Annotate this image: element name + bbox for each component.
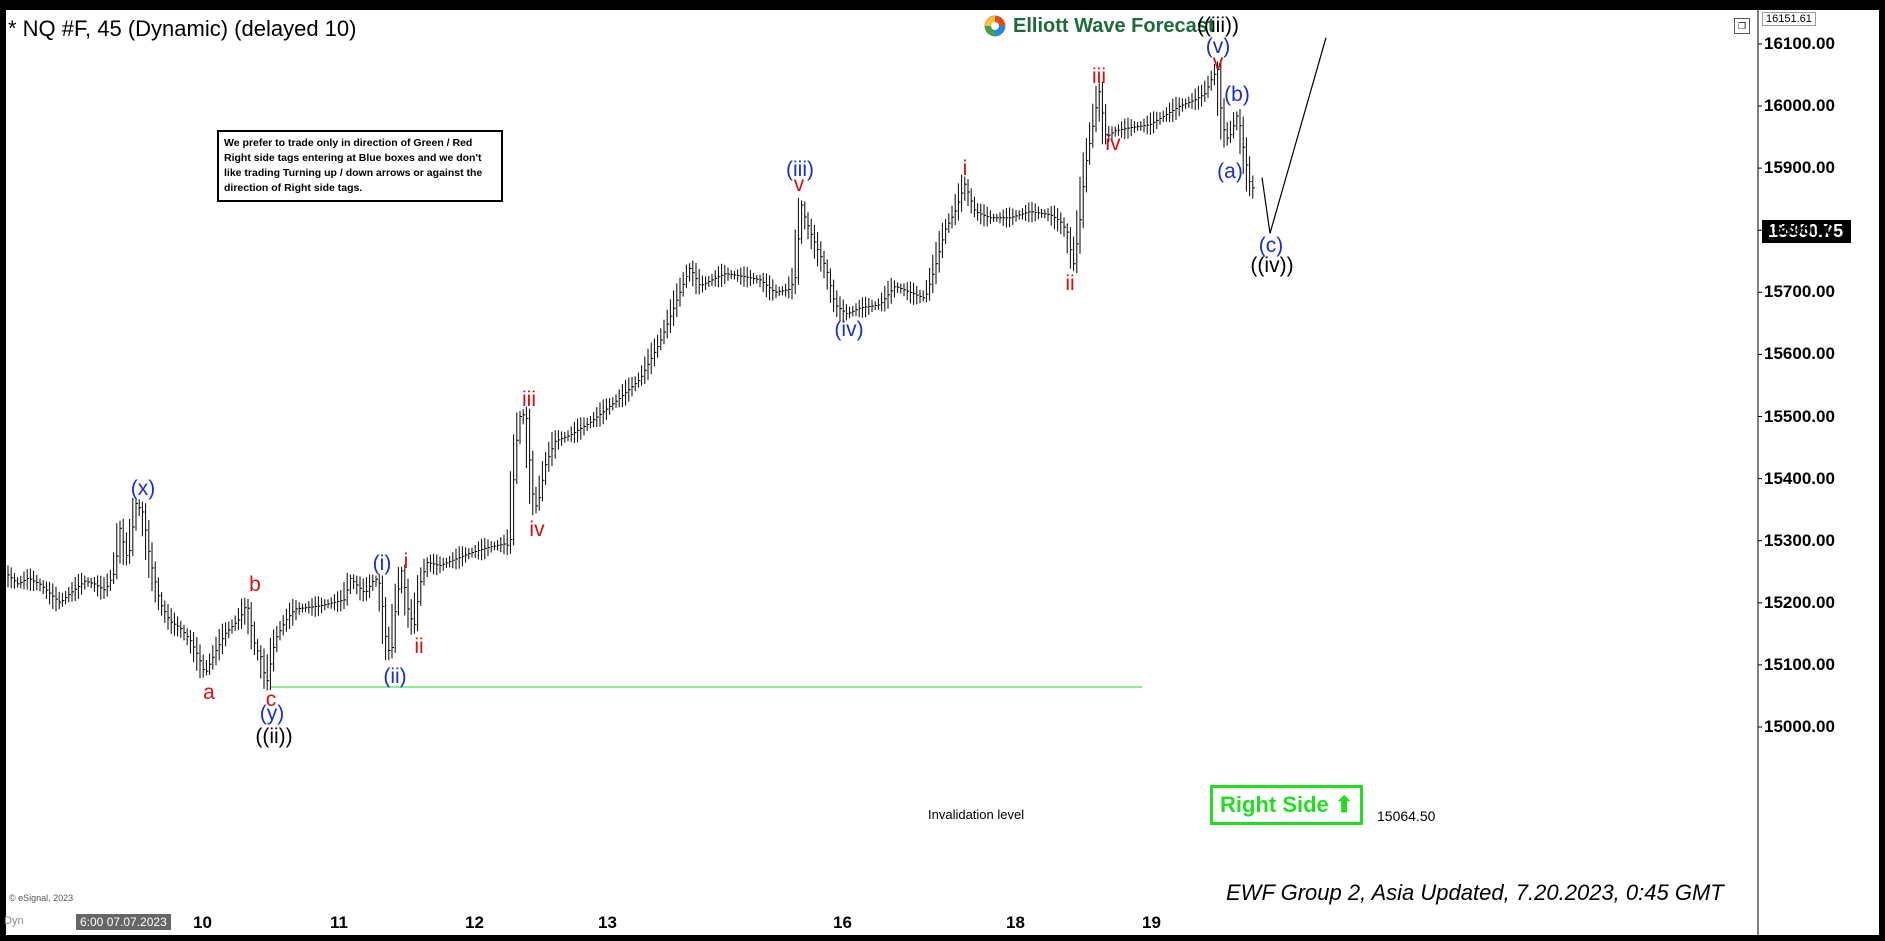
y-tick-label: 15200.00 bbox=[1764, 592, 1835, 612]
wave-label: (v) bbox=[1205, 35, 1231, 58]
copyright: © eSignal, 2023 bbox=[9, 893, 74, 903]
wave-label: (c) bbox=[1258, 233, 1284, 257]
wave-label: (iii) bbox=[786, 157, 814, 181]
y-tick-label: 15700.00 bbox=[1764, 282, 1835, 302]
x-tick-label: 16 bbox=[833, 913, 852, 932]
right-side-tag: Right Side ⬆ bbox=[1210, 785, 1364, 825]
wave-label: (iv) bbox=[834, 318, 864, 342]
dyn-label: Dyn bbox=[4, 915, 24, 927]
x-tick-label: 13 bbox=[598, 913, 617, 932]
up-arrow-icon: ⬆ bbox=[1334, 792, 1354, 817]
x-tick-label: 10 bbox=[193, 913, 212, 932]
y-tick-label: 15100.00 bbox=[1764, 654, 1835, 674]
wave-label: (ii) bbox=[383, 664, 407, 688]
wave-label: (b) bbox=[1224, 82, 1250, 106]
price-axis[interactable] bbox=[1758, 10, 1879, 935]
date-cursor-box: 6:00 07.07.2023 bbox=[76, 914, 171, 930]
wave-label: iv bbox=[1105, 131, 1121, 155]
wave-label: iii bbox=[1092, 64, 1106, 88]
wave-label: ((iii)) bbox=[1197, 13, 1239, 37]
y-tick-label: 15900.00 bbox=[1764, 158, 1835, 178]
wave-label: c bbox=[265, 688, 277, 712]
wave-label: ii bbox=[414, 634, 424, 658]
x-tick-label: 11 bbox=[330, 913, 348, 932]
wave-label: v bbox=[793, 173, 805, 197]
wave-label: (y) bbox=[259, 701, 285, 725]
wave-label: ((iv)) bbox=[1250, 253, 1294, 277]
wave-label: ((ii)) bbox=[255, 724, 293, 748]
update-footer: EWF Group 2, Asia Updated, 7.20.2023, 0:… bbox=[1226, 880, 1724, 905]
wave-label: (a) bbox=[1217, 160, 1243, 184]
wave-label: i bbox=[962, 157, 968, 181]
y-tick-label: 15500.00 bbox=[1764, 406, 1835, 426]
logo-icon bbox=[984, 15, 1006, 37]
wave-label: iv bbox=[529, 517, 545, 541]
price-bars bbox=[7, 59, 1255, 691]
y-tick-label: 15300.00 bbox=[1764, 530, 1835, 550]
y-tick-label: 15400.00 bbox=[1764, 468, 1835, 488]
y-tick-label: 15000.00 bbox=[1764, 717, 1835, 736]
wave-label: ii bbox=[1065, 272, 1075, 296]
right-side-label: Right Side bbox=[1220, 792, 1329, 817]
projection-path bbox=[1261, 37, 1327, 234]
y-tick-label: 16000.00 bbox=[1764, 96, 1835, 115]
last-price-label: 15860.75 bbox=[1762, 220, 1852, 243]
trading-note: We prefer to trade only in direction of … bbox=[217, 130, 503, 202]
x-tick-label: 18 bbox=[1006, 913, 1025, 932]
restore-window-icon[interactable]: ❐ bbox=[1734, 18, 1750, 34]
wave-label: (x) bbox=[130, 476, 156, 500]
wave-label: iii bbox=[522, 387, 536, 411]
y-axis-max-label: 16151.61 bbox=[1762, 12, 1816, 26]
wave-label: (i) bbox=[372, 552, 392, 576]
invalidation-value: 15064.50 bbox=[1377, 808, 1436, 824]
y-tick-label: 16100.00 bbox=[1764, 33, 1835, 53]
wave-label: a bbox=[203, 680, 215, 704]
logo-text: Elliott Wave Forecast bbox=[1013, 14, 1215, 37]
chart-title: * NQ #F, 45 (Dynamic) (delayed 10) bbox=[8, 16, 357, 41]
wave-label: v bbox=[1212, 50, 1224, 74]
wave-label: b bbox=[249, 573, 261, 597]
invalidation-label: Invalidation level bbox=[928, 807, 1025, 822]
wave-label: i bbox=[403, 550, 409, 574]
x-tick-label: 12 bbox=[465, 913, 484, 932]
y-tick-label: 15600.00 bbox=[1764, 344, 1835, 364]
logo: Elliott Wave Forecast bbox=[983, 14, 1215, 38]
y-tick-label: 15800.00 bbox=[1764, 220, 1835, 240]
x-tick-label: 19 bbox=[1142, 913, 1161, 932]
